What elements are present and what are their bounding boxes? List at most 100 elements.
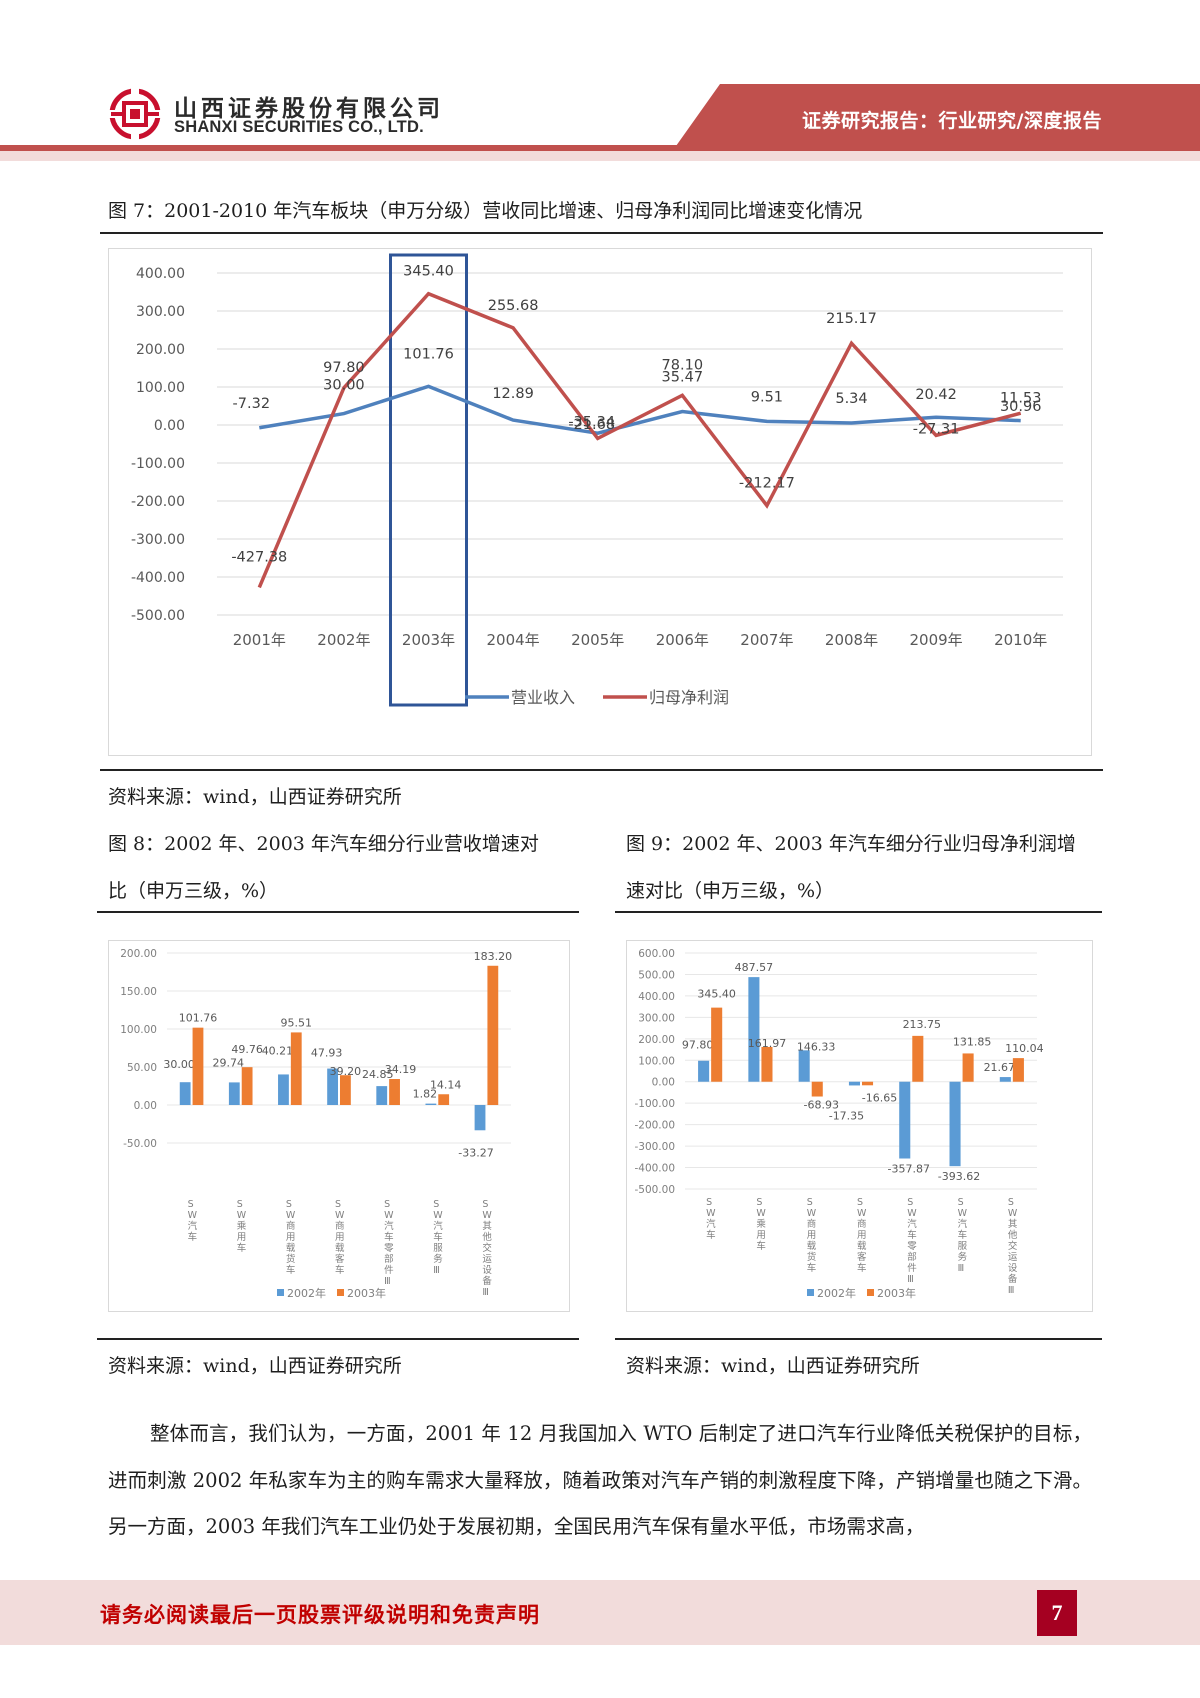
y-tick-label: -300.00 — [634, 1141, 675, 1153]
y-tick-label: 50.00 — [127, 1062, 157, 1074]
data-label: 131.85 — [953, 1035, 992, 1048]
figure8-chart: 200.00 150.00 100.00 50.00 0.00 -50.00 30.00 10… — [108, 940, 570, 1312]
data-label: 78.10 — [662, 357, 704, 373]
data-label: 101.76 — [403, 346, 454, 362]
legend-2002-swatch — [277, 1289, 284, 1296]
bar-2002年 — [327, 1068, 338, 1105]
data-label: 215.17 — [826, 311, 877, 327]
x-category-label: S W 商用载客车 — [335, 1199, 345, 1276]
data-label: -17.35 — [829, 1109, 864, 1122]
y-tick-label: 200.00 — [120, 948, 157, 960]
data-label: -68.93 — [804, 1099, 839, 1112]
figure7-line-chart: 400.00 300.00 200.00 100.00 0.00 -100.00 -200.… — [131, 253, 1063, 707]
figure8-title-line1: 图 8：2002 年、2003 年汽车细分行业营收增速对 — [108, 833, 539, 855]
legend-revenue-label: 营业收入 — [511, 688, 575, 707]
x-category-label: S W 汽车服务 Ⅲ — [433, 1199, 443, 1276]
bar-2002年 — [278, 1074, 289, 1105]
data-label: 5.34 — [835, 391, 867, 407]
series-line-revenue — [259, 384, 1021, 436]
bar-2003年 — [487, 965, 499, 1105]
x-category-label: S W 汽车服务 Ⅲ — [958, 1197, 968, 1274]
y-tick-label: 0.00 — [154, 418, 185, 434]
bar-2002年 — [899, 1081, 911, 1159]
data-label: 255.68 — [488, 298, 539, 314]
data-label: 14.14 — [430, 1078, 462, 1091]
figure9-bar-chart: 600.00 500.00 400.00 300.00 200.00 100.00 0.00… — [634, 948, 1043, 1300]
figure8-top-rule — [97, 911, 579, 913]
bar-2003年 — [912, 1035, 924, 1082]
x-tick-label: 2002年 — [317, 631, 370, 649]
data-label: -427.38 — [231, 549, 287, 565]
company-name-en: SHANXI SECURITIES CO., LTD. — [174, 118, 424, 136]
legend-2003-swatch — [337, 1289, 344, 1296]
y-tick-label: -50.00 — [123, 1138, 157, 1150]
bar-2002年 — [798, 1050, 810, 1082]
data-label: 24.85 — [362, 1068, 394, 1081]
x-tick-label: 2005年 — [571, 631, 624, 649]
data-label: 345.40 — [697, 988, 736, 1001]
bar-2003年 — [340, 1075, 351, 1105]
y-tick-label: 600.00 — [638, 948, 675, 960]
data-label: 47.93 — [311, 1047, 343, 1060]
bar-2003年 — [290, 1032, 302, 1105]
x-tick-label: 2003年 — [402, 631, 455, 649]
bar-2002年 — [228, 1082, 240, 1105]
x-category-label: S W 商用载货车 — [807, 1197, 817, 1274]
data-label: 39.20 — [330, 1065, 362, 1078]
page-footer — [0, 1580, 1200, 1645]
data-label: 21.67 — [984, 1061, 1016, 1074]
x-tick-label: 2009年 — [910, 631, 963, 649]
data-label: -212.17 — [739, 476, 795, 492]
x-tick-label: 2004年 — [487, 631, 540, 649]
y-tick-label: 400.00 — [638, 991, 675, 1003]
bar-2002年 — [376, 1086, 388, 1105]
y-tick-label: -300.00 — [131, 532, 185, 548]
figure9-bottom-rule — [615, 1338, 1102, 1340]
bar-2003年 — [811, 1081, 823, 1097]
bar-2003年 — [389, 1079, 400, 1105]
data-label: 20.42 — [915, 387, 957, 403]
x-tick-label: 2008年 — [825, 631, 878, 649]
bar-2002年 — [999, 1077, 1011, 1082]
bar-2003年 — [192, 1027, 204, 1105]
x-category-label: S W 汽车零部件 Ⅲ — [907, 1197, 917, 1285]
data-label: -7.32 — [233, 396, 271, 412]
y-tick-label: 0.00 — [652, 1077, 675, 1089]
x-tick-label: 2007年 — [740, 631, 793, 649]
highlight-2003-box — [389, 253, 468, 707]
y-tick-label: -400.00 — [634, 1163, 675, 1175]
y-tick-label: -100.00 — [634, 1098, 675, 1110]
company-name-cn: 山西证券股份有限公司 — [174, 96, 444, 122]
x-category-label: S W 汽车 — [188, 1199, 198, 1243]
disclaimer-link[interactable]: 请务必阅读最后一页股票评级说明和免责声明 — [100, 1602, 540, 1627]
data-label: 97.80 — [323, 360, 365, 376]
figure8-source: 资料来源：wind，山西证券研究所 — [108, 1355, 402, 1377]
data-label: 146.33 — [797, 1040, 836, 1053]
data-label: 12.89 — [492, 386, 534, 402]
y-tick-label: -500.00 — [634, 1184, 675, 1196]
data-label: 40.21 — [262, 1044, 294, 1057]
bar-2002年 — [425, 1103, 437, 1105]
y-tick-label: 150.00 — [120, 986, 157, 998]
data-label: -393.62 — [938, 1170, 980, 1183]
page-number: 7 — [1037, 1590, 1077, 1636]
data-label: -33.27 — [458, 1146, 493, 1159]
bar-2003年 — [862, 1081, 874, 1086]
data-label: 34.19 — [385, 1063, 417, 1076]
legend-2002-label: 2002年 — [817, 1286, 856, 1300]
data-label: 49.76 — [231, 1043, 263, 1056]
figure9-top-rule — [615, 911, 1102, 913]
y-tick-label: 200.00 — [136, 342, 185, 358]
figure8-bar-chart: 200.00 150.00 100.00 50.00 0.00 -50.00 30.00 10… — [120, 948, 512, 1300]
bar-2002年 — [698, 1060, 710, 1082]
x-category-label: S W 汽车 — [706, 1197, 716, 1241]
header-divider — [0, 145, 1200, 151]
bar-2003年 — [711, 1007, 723, 1082]
y-tick-label: 0.00 — [134, 1100, 157, 1112]
data-label: -27.31 — [913, 421, 960, 437]
report-type-label: 证券研究报告：行业研究/深度报告 — [802, 110, 1102, 132]
x-category-label: S W 其他交运设备 Ⅲ — [1008, 1197, 1018, 1296]
header-red-band — [676, 84, 1200, 146]
y-tick-label: 100.00 — [638, 1055, 675, 1067]
figure8-title-line2: 比（申万三级，%） — [108, 880, 279, 902]
